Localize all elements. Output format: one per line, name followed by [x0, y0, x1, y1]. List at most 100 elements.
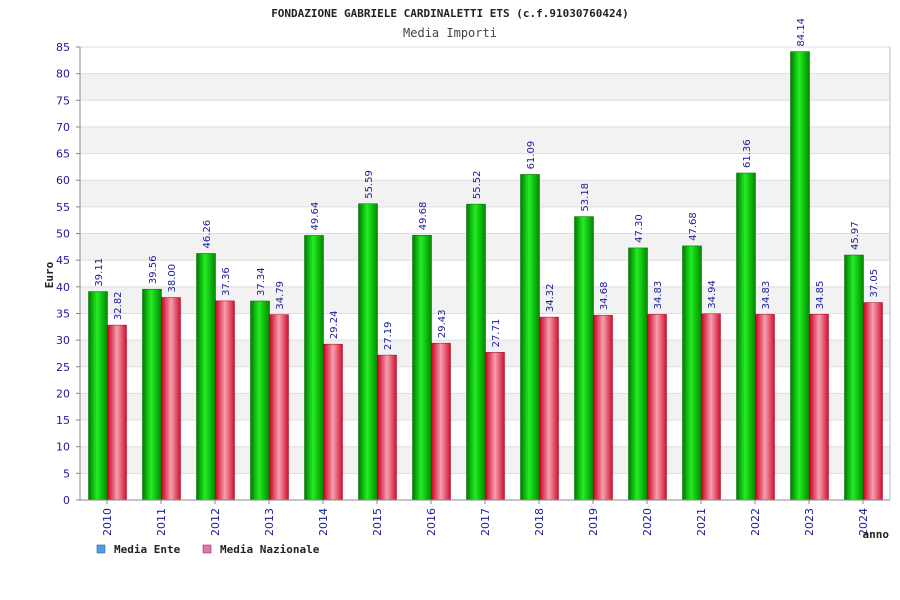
data-label: 34.94: [707, 280, 718, 309]
legend-label-media-nazionale: Media Nazionale: [220, 543, 320, 556]
bar-0-2014: [304, 235, 324, 501]
y-tick-label: 0: [63, 494, 70, 507]
y-tick-label: 10: [56, 441, 70, 454]
plot-band: [80, 100, 890, 127]
data-label: 29.43: [437, 310, 448, 339]
y-axis: 0 5 10 15 20 25 30 35 40 45 50 55 60 65 70 75 80 85: [56, 41, 891, 507]
x-tick-label: 2022: [749, 508, 762, 536]
data-labels: 39.11 32.82 39.56 38.00 46.26 37.36 37.34 34.79…: [94, 18, 880, 350]
data-label: 39.56: [148, 256, 159, 285]
x-tick-label: 2023: [803, 508, 816, 536]
data-label: 38.00: [167, 264, 178, 293]
bar-0-2020: [628, 247, 648, 501]
y-tick-label: 30: [56, 334, 70, 347]
data-label: 37.36: [221, 267, 232, 296]
bar-0-2021: [682, 245, 702, 501]
y-tick-label: 5: [63, 467, 70, 480]
x-tick-label: 2013: [263, 508, 276, 536]
y-tick-label: 15: [56, 414, 70, 427]
x-axis-label: anno: [863, 528, 890, 541]
bar-0-2024: [844, 254, 864, 501]
bar-1-2019: [593, 314, 613, 501]
bar-1-2023: [809, 314, 829, 501]
data-label: 37.05: [869, 269, 880, 298]
x-tick-label: 2018: [533, 508, 546, 536]
bar-0-2013: [250, 300, 270, 501]
x-tick-label: 2021: [695, 508, 708, 536]
data-label: 34.83: [761, 281, 772, 310]
y-tick-label: 40: [56, 281, 70, 294]
bar-1-2024: [863, 302, 883, 501]
bar-0-2010: [88, 291, 108, 501]
y-tick-label: 80: [56, 68, 70, 81]
data-label: 32.82: [113, 291, 124, 320]
bar-1-2013: [269, 314, 289, 501]
x-axis: 2010 2011 2012 2013 2014 2015 2016 2017 2018 2019…: [80, 499, 890, 536]
plot-band: [80, 153, 890, 181]
plot-band: [80, 180, 890, 207]
data-label: 46.26: [202, 220, 213, 249]
chart-title: FONDAZIONE GABRIELE CARDINALETTI ETS (c.…: [271, 7, 629, 20]
data-label: 55.59: [364, 170, 375, 199]
data-label: 29.24: [329, 311, 340, 340]
bar-1-2020: [647, 314, 667, 501]
data-label: 61.36: [742, 139, 753, 168]
bar-1-2018: [539, 316, 559, 501]
x-tick-label: 2014: [317, 508, 330, 536]
x-tick-label: 2016: [425, 508, 438, 536]
bar-1-2017: [485, 352, 505, 501]
x-tick-label: 2010: [101, 508, 114, 536]
data-label: 37.34: [256, 267, 267, 296]
y-tick-label: 55: [56, 201, 70, 214]
x-tick-label: 2015: [371, 508, 384, 536]
bar-1-2011: [161, 297, 181, 501]
data-label: 34.79: [275, 281, 286, 310]
data-label: 84.14: [796, 18, 807, 47]
legend: Media Ente Media Nazionale: [96, 543, 320, 556]
bar-0-2017: [466, 203, 486, 501]
data-label: 47.68: [688, 212, 699, 241]
legend-swatch-media-nazionale: [202, 544, 212, 554]
plot-band: [80, 126, 890, 154]
data-label: 53.18: [580, 183, 591, 212]
x-tick-label: 2017: [479, 508, 492, 536]
data-label: 34.83: [653, 281, 664, 310]
data-label: 61.09: [526, 141, 537, 170]
x-tick-label: 2012: [209, 508, 222, 536]
x-tick-label: 2019: [587, 508, 600, 536]
data-label: 39.11: [94, 258, 105, 287]
y-tick-label: 45: [56, 254, 70, 267]
y-tick-label: 65: [56, 148, 70, 161]
bar-0-2023: [790, 51, 810, 501]
bar-0-2019: [574, 216, 594, 501]
x-tick-label: 2020: [641, 508, 654, 536]
bar-1-2015: [377, 354, 397, 501]
legend-label-media-ente: Media Ente: [114, 543, 181, 556]
plot-band: [80, 73, 890, 101]
bar-1-2014: [323, 343, 343, 501]
y-tick-label: 20: [56, 387, 70, 400]
legend-swatch-media-ente: [96, 544, 106, 554]
bar-1-2022: [755, 314, 775, 501]
data-label: 34.85: [815, 281, 826, 310]
data-label: 55.52: [472, 170, 483, 199]
bar-0-2015: [358, 203, 378, 501]
data-label: 45.97: [850, 221, 861, 250]
y-tick-label: 75: [56, 94, 70, 107]
x-tick-label: 2024: [857, 508, 870, 536]
y-tick-label: 70: [56, 121, 70, 134]
y-tick-label: 35: [56, 307, 70, 320]
bar-1-2012: [215, 300, 235, 501]
data-label: 27.71: [491, 319, 502, 348]
y-tick-label: 25: [56, 361, 70, 374]
data-label: 34.32: [545, 283, 556, 312]
bar-1-2021: [701, 313, 721, 501]
data-label: 47.30: [634, 214, 645, 243]
chart-subtitle: Media Importi: [403, 26, 497, 40]
x-tick-label: 2011: [155, 508, 168, 536]
data-label: 49.68: [418, 202, 429, 231]
data-label: 34.68: [599, 282, 610, 311]
bar-1-2010: [107, 324, 127, 501]
y-tick-label: 60: [56, 174, 70, 187]
